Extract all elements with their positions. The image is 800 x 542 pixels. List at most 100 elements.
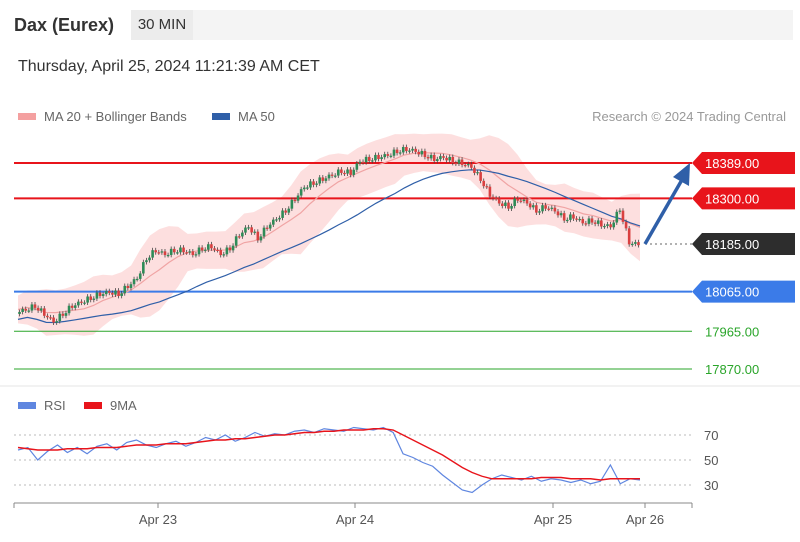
level-label-17965.00: 17965.00 [705, 324, 759, 339]
candle-down [426, 157, 430, 159]
level-tag-18185.00 [692, 232, 795, 255]
candle-up [392, 149, 396, 156]
candle-up [296, 195, 300, 201]
rsi-ma-legend-swatch [84, 402, 102, 409]
candle-up [262, 227, 266, 237]
candle-up [138, 273, 142, 279]
rsi-tick-30: 30 [704, 478, 718, 493]
candle-down [312, 181, 315, 185]
candle-down [445, 157, 448, 161]
candle-down [460, 159, 464, 165]
candle-up [231, 245, 235, 251]
candle-up [596, 220, 600, 224]
candle-down [405, 146, 408, 152]
candle-down [216, 249, 219, 251]
level-label-18185.00: 18185.00 [705, 237, 759, 252]
candle-up [336, 169, 340, 176]
research-credit: Research © 2024 Trading Central [592, 109, 786, 124]
x-tick-label: Apr 26 [626, 512, 664, 527]
candle-up [77, 301, 80, 306]
rsi-ma-legend-label: 9MA [110, 398, 137, 413]
candle-down [417, 151, 421, 155]
candle-up [436, 159, 439, 162]
candle-down [200, 247, 204, 251]
candle-down [43, 308, 46, 316]
candle-up [630, 243, 634, 246]
candle-down [525, 199, 529, 204]
candle-up [278, 217, 281, 220]
candle-up [346, 169, 349, 174]
candle-down [488, 186, 492, 197]
candle-up [241, 232, 244, 237]
candle-up [541, 205, 544, 212]
ma50-legend-label: MA 50 [238, 109, 275, 124]
candle-up [132, 279, 136, 285]
candle-up [504, 202, 507, 206]
candle-up [318, 177, 322, 184]
interval-button[interactable]: 30 MIN [131, 10, 193, 40]
candle-up [510, 205, 513, 209]
rsi-legend-swatch [18, 402, 36, 409]
instrument-title: Dax (Eurex) [14, 15, 115, 35]
candle-down [600, 220, 603, 227]
candle-up [30, 304, 34, 311]
candle-up [39, 308, 43, 311]
candle-up [457, 159, 461, 164]
candle-down [24, 308, 28, 311]
candle-down [507, 202, 510, 209]
candle-down [544, 205, 547, 209]
level-tag-18389.00 [692, 152, 795, 174]
candle-up [531, 205, 535, 208]
candle-down [210, 244, 213, 249]
candle-down [191, 251, 195, 256]
candle-up [188, 251, 192, 253]
candle-down [482, 180, 486, 187]
candle-up [135, 278, 139, 281]
candle-down [609, 224, 612, 228]
candle-up [86, 296, 89, 303]
candle-up [259, 236, 263, 241]
candle-down [593, 222, 597, 224]
candle-up [612, 222, 615, 228]
candle-down [377, 154, 380, 160]
candle-up [287, 208, 291, 213]
candle-up [225, 247, 229, 255]
candle-down [343, 172, 346, 175]
candle-down [185, 252, 188, 254]
candle-up [606, 224, 609, 226]
header-strip [193, 10, 793, 40]
candle-up [513, 198, 516, 206]
candle-up [145, 260, 148, 263]
candle-up [27, 310, 31, 312]
candle-down [432, 154, 436, 162]
candle-up [222, 254, 226, 256]
candle-down [61, 313, 65, 316]
x-axis: Apr 23 Apr 24 Apr 25 Apr 26 [13, 502, 693, 527]
candle-down [126, 285, 130, 289]
candle-down [36, 307, 40, 311]
candle-down [349, 169, 352, 175]
candle-down [485, 186, 489, 188]
candle-down [491, 196, 495, 199]
candle-up [578, 218, 581, 221]
candle-up [380, 157, 383, 160]
candle-up [271, 219, 275, 225]
candle-up [565, 219, 569, 222]
candle-up [333, 175, 337, 177]
candle-up [114, 290, 117, 295]
candle-up [358, 161, 362, 164]
x-tick-label: Apr 24 [336, 512, 374, 527]
candle-up [587, 218, 591, 224]
candle-down [528, 203, 532, 208]
candle-up [64, 313, 68, 316]
candle-up [538, 211, 541, 213]
candle-down [442, 156, 445, 158]
candle-up [615, 211, 619, 223]
candle-down [627, 228, 631, 245]
candle-down [361, 161, 365, 164]
candle-up [83, 302, 86, 304]
candle-down [89, 296, 93, 300]
candle-down [414, 148, 417, 152]
candle-up [104, 291, 108, 295]
candle-up [21, 308, 24, 312]
